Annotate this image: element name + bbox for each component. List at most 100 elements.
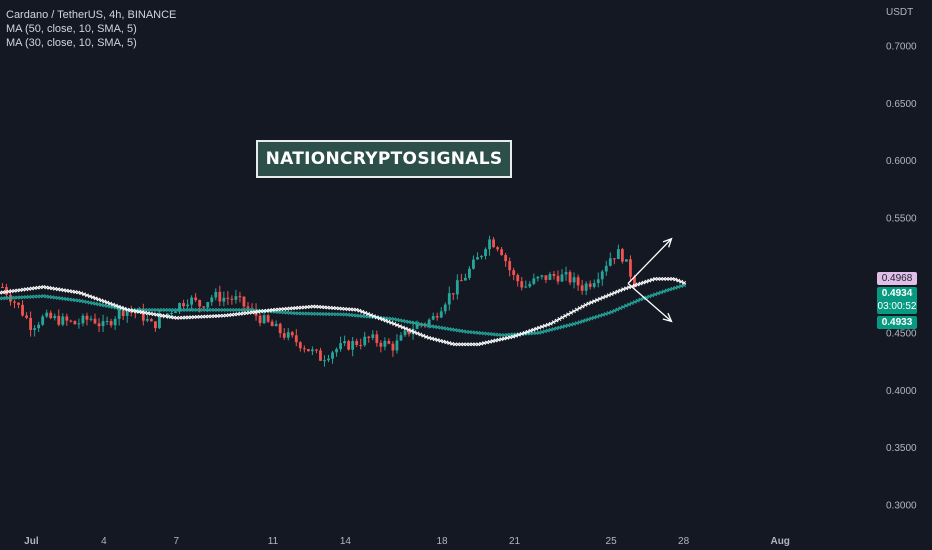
time-axis[interactable]: Jul 4 7 11 14 18 21 25 28 Aug (24, 536, 790, 547)
ma-30-marker (679, 284, 684, 289)
ma-50-marker (264, 308, 269, 313)
candle-body (182, 303, 185, 307)
ma-50-marker (400, 325, 405, 330)
ma-30-marker (409, 320, 414, 325)
ma-30-marker (574, 321, 579, 326)
ma-50-marker (557, 317, 562, 321)
ma-30-marker (44, 294, 49, 299)
price-axis[interactable]: 0.7000 0.6500 0.6000 0.5500 0.4500 0.4000 0.35… (886, 41, 917, 511)
candle-body (504, 255, 508, 262)
candle-body (496, 247, 500, 250)
candle-body (319, 350, 322, 361)
ma-30-marker (664, 288, 669, 293)
ma-50-marker (27, 286, 31, 291)
candle-body (347, 341, 351, 350)
candle-body (81, 315, 85, 324)
ma-50-marker (166, 314, 171, 319)
ma-50-marker (490, 339, 495, 344)
ma-30-marker (656, 291, 660, 296)
ma-50-marker (467, 342, 472, 347)
ma-30-marker (418, 322, 423, 327)
ma-30-marker (595, 314, 600, 319)
ma-50-marker (24, 287, 29, 292)
ma-50-marker (113, 303, 118, 308)
ma-30-marker (563, 324, 568, 329)
ma-30-marker (180, 307, 185, 312)
ma-50-marker (64, 288, 69, 293)
candle-body (431, 316, 435, 320)
ma-30-marker (580, 319, 585, 324)
candle-body (25, 315, 28, 318)
candle-body (294, 335, 298, 343)
ma-50-marker (73, 290, 78, 294)
ma-30-marker (148, 307, 153, 312)
ma-lower-price-tag: 0.4933 (877, 316, 917, 329)
ma-30-marker (537, 330, 542, 335)
candle-body (65, 316, 69, 321)
ma-50-marker (70, 289, 75, 294)
ma-50-marker (386, 319, 391, 324)
ma-30-marker (171, 307, 176, 312)
ma-50-marker (574, 307, 579, 312)
ma-50-marker (258, 309, 263, 314)
ma-50-marker (673, 277, 678, 282)
ma-30-marker (545, 328, 550, 333)
candle-body (371, 334, 375, 338)
ma-30-marker (621, 304, 626, 309)
ma-50-marker (487, 339, 492, 344)
candle-body (625, 259, 628, 262)
ma-50-marker (542, 323, 547, 328)
candle-body (226, 297, 230, 299)
candle-body (544, 275, 548, 280)
ma-50-marker (137, 309, 142, 314)
ma-50-marker (548, 321, 553, 326)
ma-30-marker (395, 317, 400, 322)
ma-30-marker (58, 296, 63, 301)
ma-30-marker (160, 307, 165, 312)
candle-body (576, 277, 580, 286)
projection-arrow-head (662, 312, 673, 323)
ma-50-marker (87, 294, 92, 299)
candle-body (149, 319, 153, 322)
candles-layer (1, 235, 636, 367)
ma-50-marker (395, 323, 400, 328)
candle-body (145, 319, 149, 321)
ma-50-marker (664, 276, 669, 281)
ma-50-marker (44, 285, 49, 290)
ma-50-marker (502, 336, 507, 341)
candle-body (53, 315, 57, 319)
legend-ma-30[interactable]: MA (30, close, 10, SMA, 5) (6, 37, 137, 49)
ma-30-marker (186, 307, 191, 312)
candle-body (198, 300, 202, 307)
ma-50-marker (476, 342, 481, 347)
ma-30-marker (453, 328, 458, 332)
price-tick-label: 0.3500 (886, 443, 917, 454)
legend-symbol[interactable]: Cardano / TetherUS, 4h, BINANCE (6, 9, 177, 21)
ma-30-marker (232, 307, 237, 312)
ma-50-marker (496, 337, 501, 342)
candle-body (210, 297, 214, 303)
ma-50-marker (682, 280, 687, 285)
ma-30-marker (653, 292, 658, 297)
ma-30-marker (218, 307, 223, 312)
ma-30-marker (609, 310, 614, 314)
candle-body (387, 340, 391, 344)
projection-arrow-head (662, 237, 673, 248)
ma-30-marker (244, 307, 249, 312)
candle-body (153, 321, 157, 329)
ma-30-marker (635, 298, 640, 303)
ma-30-marker (577, 320, 582, 325)
time-tick-label: 14 (340, 536, 352, 547)
ma-30-marker (203, 307, 208, 312)
ma-30-marker (438, 325, 443, 330)
ma-50-marker (554, 318, 559, 323)
ma-50-marker (151, 312, 156, 317)
ma-50-marker (145, 311, 150, 316)
ma-50-marker (50, 286, 55, 291)
ma-50-marker (403, 326, 408, 331)
legend-ma-50[interactable]: MA (50, close, 10, SMA, 5) (6, 23, 137, 35)
candle-body (596, 279, 600, 284)
candle-body (194, 297, 198, 301)
